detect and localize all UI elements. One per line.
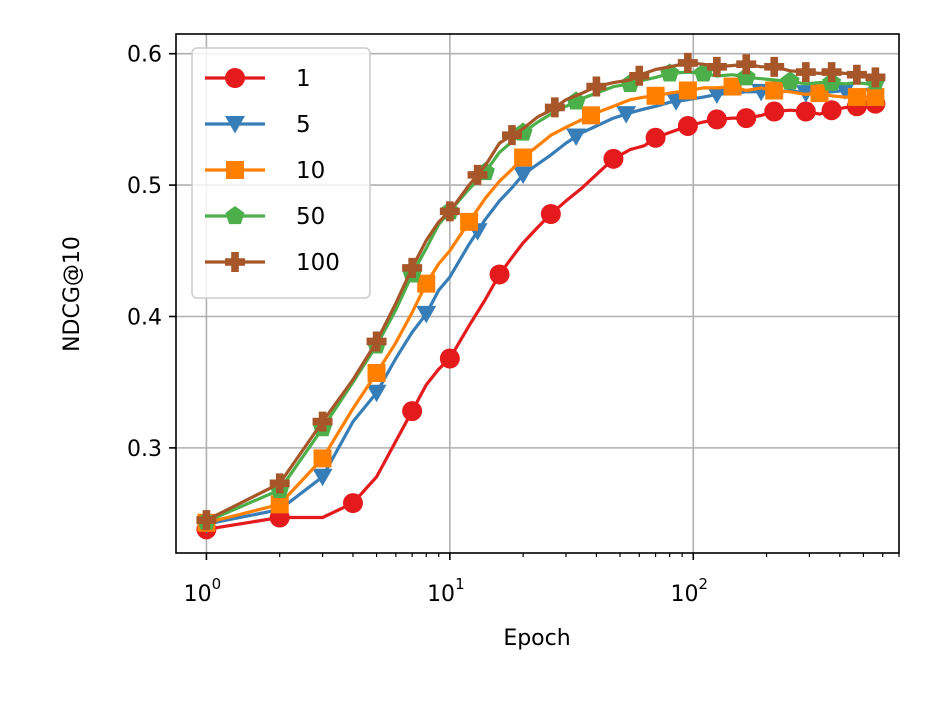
data-point: [764, 56, 785, 77]
legend-marker: [226, 161, 244, 179]
legend-item-5: 5: [205, 112, 311, 138]
data-point: [513, 166, 534, 185]
data-point: [810, 84, 829, 103]
data-point: [540, 204, 561, 225]
data-point: [736, 108, 757, 129]
data-point: [312, 411, 333, 432]
legend-label: 50: [296, 204, 325, 230]
data-point: [764, 101, 785, 122]
legend-marker: [225, 206, 245, 225]
data-point: [417, 274, 436, 293]
data-point: [367, 363, 386, 382]
data-point: [514, 148, 533, 167]
data-point: [866, 88, 885, 107]
legend-label: 10: [296, 158, 325, 184]
data-point: [586, 76, 607, 97]
data-point: [616, 106, 637, 124]
data-point: [706, 56, 727, 77]
x-axis: 100 101 102: [184, 553, 900, 607]
legend-label: 100: [296, 250, 340, 276]
data-point: [736, 67, 756, 86]
series-1: [196, 93, 886, 540]
y-tick-label: 0.5: [127, 174, 162, 199]
plot-area: [196, 52, 886, 540]
data-point: [544, 97, 565, 118]
data-point: [629, 65, 650, 86]
data-point: [402, 257, 423, 278]
legend-box: [191, 47, 371, 299]
data-point: [723, 77, 742, 96]
series-group: [196, 52, 886, 540]
data-point: [416, 305, 437, 324]
data-point: [821, 100, 842, 121]
data-point: [439, 201, 460, 222]
legend-item-100: 100: [205, 250, 340, 276]
data-point: [706, 86, 727, 104]
data-point: [366, 331, 387, 352]
legend-marker: [225, 252, 245, 273]
data-point: [460, 212, 479, 231]
data-point: [847, 88, 866, 107]
data-point: [736, 54, 757, 75]
data-point: [566, 128, 587, 147]
data-point: [603, 148, 624, 169]
data-point: [439, 348, 460, 369]
y-tick-label: 0.4: [127, 305, 162, 330]
x-axis-label: Epoch: [503, 626, 570, 651]
data-point: [765, 81, 784, 100]
data-point: [196, 510, 217, 531]
series-10: [197, 77, 885, 532]
data-point: [270, 495, 289, 514]
legend-marker: [225, 116, 245, 134]
y-axis-label: NDCG@10: [60, 236, 85, 352]
legend-label: 5: [296, 112, 311, 138]
data-point: [678, 81, 697, 100]
data-point: [645, 127, 666, 148]
series-line-10: [206, 85, 876, 525]
data-point: [581, 106, 600, 125]
data-point: [313, 449, 332, 468]
y-tick-label: 0.6: [127, 43, 162, 68]
data-point: [501, 125, 522, 146]
data-point: [795, 101, 816, 122]
data-point: [780, 71, 800, 90]
x-tick-label: 100: [184, 575, 222, 607]
data-point: [677, 52, 698, 73]
x-tick-label: 102: [671, 575, 709, 607]
legend-marker: [225, 68, 245, 88]
data-point: [834, 82, 855, 100]
data-point: [821, 62, 842, 83]
data-point: [706, 109, 727, 130]
data-point: [846, 64, 867, 85]
x-tick-label: 101: [427, 575, 465, 607]
y-axis: 0.3 0.4 0.5 0.6: [127, 43, 176, 462]
series-100: [196, 52, 886, 531]
data-point: [402, 401, 423, 422]
data-point: [342, 493, 363, 514]
y-tick-label: 0.3: [127, 437, 162, 462]
data-point: [366, 384, 387, 403]
data-point: [646, 86, 665, 105]
data-point: [269, 473, 290, 494]
data-point: [312, 468, 333, 487]
data-point: [677, 115, 698, 136]
legend-item-10: 10: [205, 158, 325, 184]
legend-label: 1: [296, 66, 311, 92]
data-point: [865, 67, 886, 88]
plot-frame: [175, 33, 900, 554]
data-point: [795, 62, 816, 83]
data-point: [489, 264, 510, 285]
legend: 1 5 10 50 100: [191, 47, 371, 299]
legend-item-50: 50: [205, 204, 325, 230]
legend-item-1: 1: [205, 66, 311, 92]
data-point: [467, 164, 488, 185]
